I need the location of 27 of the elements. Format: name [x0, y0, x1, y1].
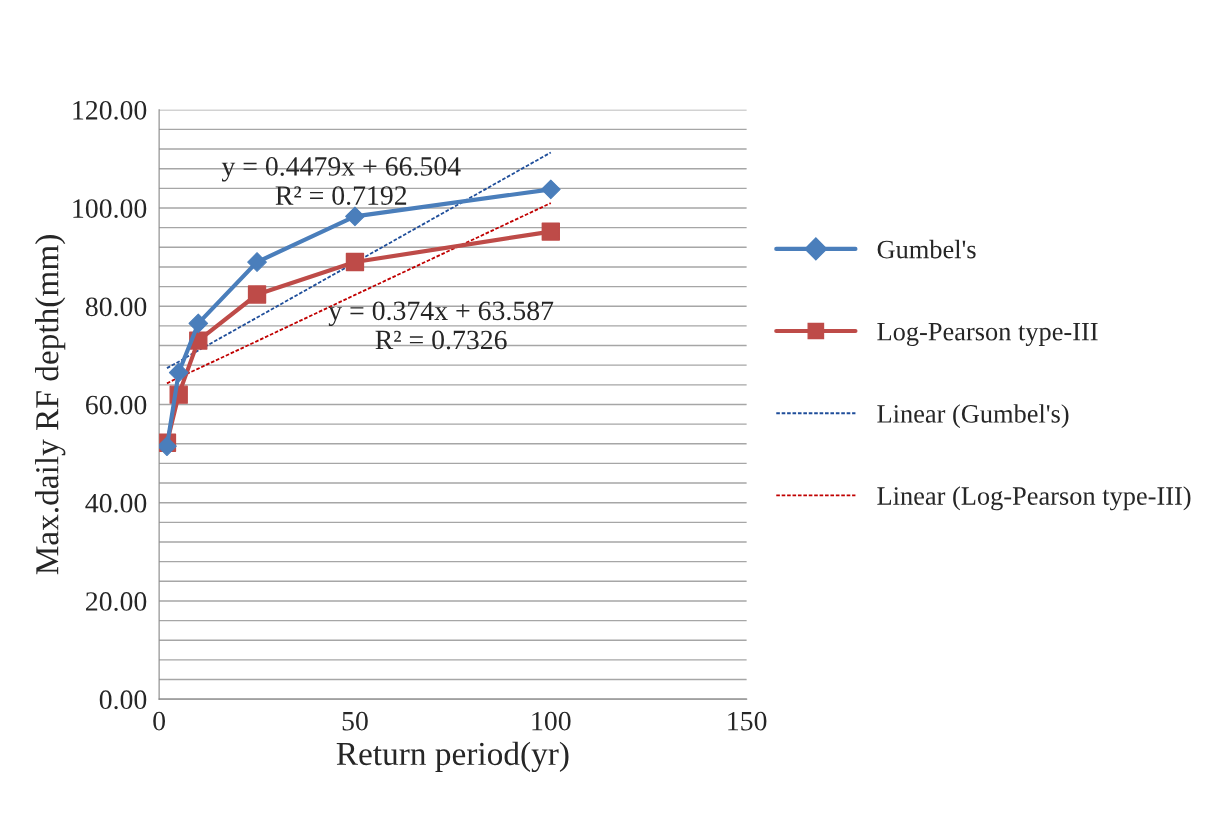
y-tick-label: 120.00: [73, 100, 147, 120]
y-tick-label: 100.00: [73, 199, 147, 219]
annotation: y = 0.374x + 63.587 R² = 0.7326: [328, 301, 554, 350]
point: [188, 313, 209, 334]
y-tick-label: 80.00: [85, 297, 147, 317]
x-tick-label: 100: [532, 711, 571, 731]
y-tick-label: 60.00: [86, 395, 147, 415]
point: [345, 252, 365, 272]
legend-label: Linear (Gumbel's): [877, 404, 1069, 429]
point: [247, 252, 267, 272]
legend-label: Linear (Log-Pearson type-III): [877, 486, 1191, 511]
x-tick-label: 0: [153, 711, 166, 731]
legend-label: Log-Pearson type-III: [877, 322, 1098, 346]
point: [168, 362, 189, 383]
y-tick-label: 20.00: [86, 592, 147, 611]
y-tick-label: 40.00: [85, 493, 147, 513]
point: [345, 206, 365, 227]
point: [540, 179, 561, 200]
point: [247, 285, 267, 304]
annotation: y = 0.4479x + 66.504 R² = 0.7192: [221, 157, 461, 206]
y-tick-label: 0.00: [99, 690, 147, 710]
legend-label: Gumbel's: [877, 239, 976, 259]
point: [541, 222, 560, 241]
x-tick-label: 50: [342, 711, 368, 731]
x-tick-label: 150: [728, 711, 767, 731]
y-axis-title: Max.daily RF depth(mm): [35, 235, 66, 575]
x-axis-title: Return period(yr): [336, 741, 569, 773]
